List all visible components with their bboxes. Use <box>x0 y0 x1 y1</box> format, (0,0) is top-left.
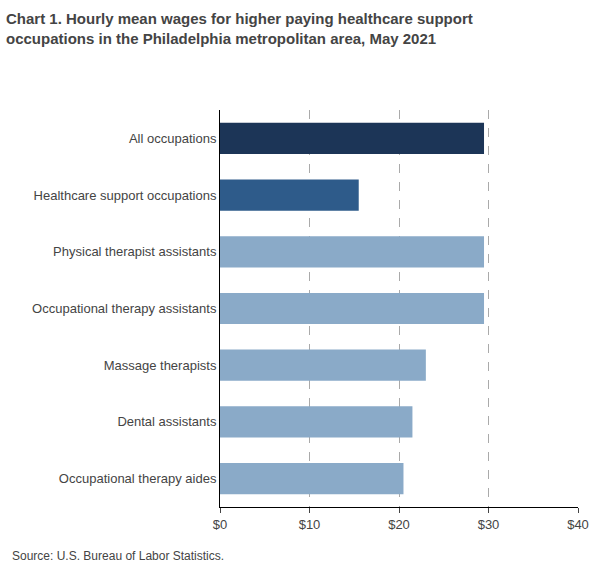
svg-text:$40: $40 <box>567 517 589 532</box>
svg-text:Occupational therapy aides: Occupational therapy aides <box>59 471 217 486</box>
svg-text:$20: $20 <box>388 517 410 532</box>
svg-text:Healthcare support occupations: Healthcare support occupations <box>34 188 217 203</box>
svg-text:$10: $10 <box>299 517 321 532</box>
svg-text:Massage therapists: Massage therapists <box>104 358 217 373</box>
svg-text:Source: U.S. Bureau of Labor S: Source: U.S. Bureau of Labor Statistics. <box>12 549 224 563</box>
svg-text:Occupational therapy assistant: Occupational therapy assistants <box>32 301 217 316</box>
svg-text:$30: $30 <box>478 517 500 532</box>
svg-text:All occupations: All occupations <box>129 131 217 146</box>
svg-text:Dental assistants: Dental assistants <box>117 414 216 429</box>
svg-text:Physical therapist assistants: Physical therapist assistants <box>53 244 217 259</box>
svg-text:$0: $0 <box>213 517 227 532</box>
svg-text:Chart 1. Hourly mean wages for: Chart 1. Hourly mean wages for higher pa… <box>6 10 473 47</box>
